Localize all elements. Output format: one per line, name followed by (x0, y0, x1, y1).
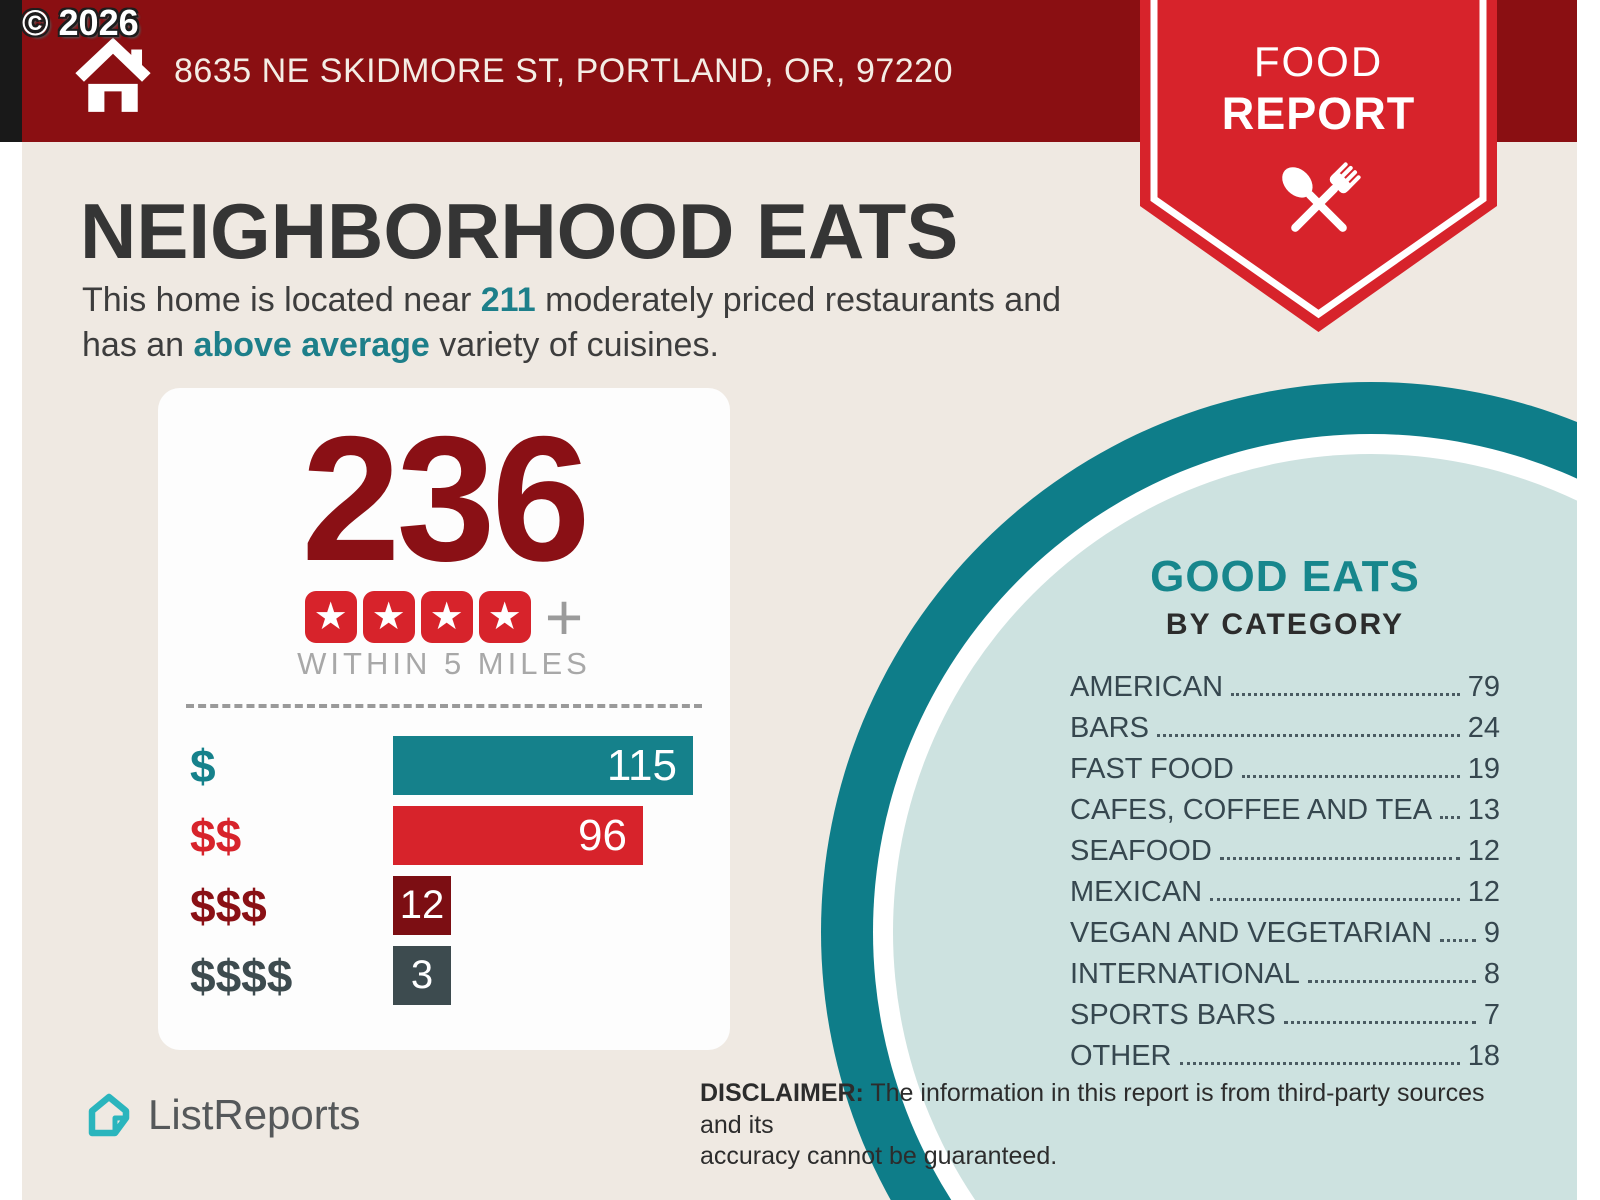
category-value: 13 (1467, 794, 1500, 826)
category-label: VEGAN AND VEGETARIAN (1070, 917, 1433, 949)
price-level-label: $$ (190, 809, 242, 862)
dotted-leader (1283, 1021, 1476, 1024)
price-bar: 115 (393, 736, 693, 795)
listreports-wordmark: ListReports (148, 1091, 361, 1138)
category-value: 12 (1467, 876, 1500, 908)
listreports-house-icon (88, 1093, 130, 1137)
price-level-label: $$$ (190, 879, 267, 932)
category-row: INTERNATIONAL 8 (1070, 958, 1500, 999)
star-icon: ★ (362, 591, 415, 643)
star-icon: ★ (304, 591, 357, 643)
star-rating: ★ ★ ★ ★ + (158, 584, 730, 650)
price-bar-value: 96 (578, 810, 627, 860)
spoon-fork-icon (1282, 162, 1361, 232)
badge-title-line1: FOOD (1253, 38, 1384, 85)
page-title: NEIGHBORHOOD EATS (80, 187, 959, 275)
price-bar-value: 12 (399, 883, 445, 927)
badge-title-line2: REPORT (1221, 88, 1416, 139)
good-eats-subtitle: BY CATEGORY (1165, 608, 1405, 641)
category-label: BARS (1070, 712, 1149, 744)
price-bar-row: $115 (158, 736, 730, 795)
price-bar: 3 (393, 946, 451, 1005)
good-eats-header: GOOD EATS BY CATEGORY (1070, 552, 1500, 642)
intro-text: has an (82, 325, 194, 364)
restaurant-count: 211 (480, 281, 536, 319)
dotted-leader (1179, 1062, 1460, 1065)
listreports-logo: ListReports (82, 1088, 360, 1142)
dotted-leader (1440, 816, 1460, 819)
price-bar-value: 115 (606, 740, 677, 790)
category-value: 19 (1467, 753, 1500, 785)
dotted-leader (1241, 775, 1460, 778)
category-value: 18 (1467, 1040, 1500, 1072)
badge-title: FOOD REPORT (1140, 38, 1497, 140)
category-row: BARS 24 (1070, 712, 1500, 753)
star-icon: ★ (478, 591, 531, 643)
dotted-leader (1210, 898, 1460, 901)
report-canvas: 8635 NE SKIDMORE ST, PORTLAND, OR, 97220… (22, 0, 1577, 1200)
badge-ribbon-shape (1140, 0, 1497, 332)
category-label: CAFES, COFFEE AND TEA (1070, 794, 1433, 826)
total-restaurants: 236 (301, 399, 591, 598)
category-row: CAFES, COFFEE AND TEA 13 (1070, 794, 1500, 835)
category-label: AMERICAN (1070, 671, 1224, 703)
category-label: FAST FOOD (1070, 753, 1234, 785)
star-icon: ★ (420, 591, 473, 643)
intro-text: This home is located near (82, 281, 481, 319)
variety-highlight: above average (193, 325, 430, 364)
disclaimer-line2: accuracy cannot be guaranteed. (700, 1142, 1058, 1170)
price-bar-row: $$$ 12 (158, 876, 730, 935)
left-edge-strip (0, 0, 22, 142)
good-eats-title: GOOD EATS (1150, 552, 1420, 601)
home-icon (75, 37, 151, 112)
intro-paragraph: This home is located near 211 moderately… (82, 278, 1112, 368)
restaurant-stats-card: 236 ★ ★ ★ ★ + WITHIN 5 MILES $115 $$ 96 $$$ 12 $$… (158, 388, 730, 1050)
price-bar: 12 (393, 876, 451, 935)
dotted-leader (1219, 857, 1460, 860)
category-list: AMERICAN 79 BARS 24 FAST FOOD 19 CAFES, COFFEE… (1070, 671, 1500, 1081)
price-level-label: $$$$ (190, 949, 293, 1002)
category-value: 24 (1467, 712, 1500, 744)
dotted-leader (1156, 734, 1460, 737)
category-row: AMERICAN 79 (1070, 671, 1500, 712)
copyright-watermark: © 2026 (22, 2, 139, 43)
category-row: VEGAN AND VEGETARIAN 9 (1070, 917, 1500, 958)
price-bar-row: $$ 96 (158, 806, 730, 865)
category-row: MEXICAN 12 (1070, 876, 1500, 917)
dotted-leader (1307, 980, 1476, 983)
category-row: FAST FOOD 19 (1070, 753, 1500, 794)
dotted-leader (1231, 693, 1460, 696)
category-label: SEAFOOD (1070, 835, 1212, 867)
disclaimer: DISCLAIMER: The information in this repo… (700, 1078, 1530, 1173)
category-label: OTHER (1070, 1040, 1172, 1072)
intro-text: moderately priced restaurants and (535, 281, 1062, 319)
category-row: SPORTS BARS 7 (1070, 999, 1500, 1040)
plus-icon: + (544, 580, 584, 654)
intro-text: variety of cuisines. (429, 325, 719, 364)
dashed-divider (186, 704, 702, 708)
dotted-leader (1440, 939, 1476, 942)
disclaimer-line1: The information in this report is from t… (700, 1079, 1485, 1139)
category-value: 7 (1483, 999, 1500, 1031)
price-bar-chart: $115 $$ 96 $$$ 12 $$$$ 3 (158, 736, 730, 1016)
category-label: MEXICAN (1070, 876, 1203, 908)
price-level-label: $ (190, 739, 216, 792)
category-row: OTHER 18 (1070, 1040, 1500, 1081)
category-row: SEAFOOD 12 (1070, 835, 1500, 876)
disclaimer-label: DISCLAIMER: (700, 1079, 864, 1107)
category-value: 8 (1483, 958, 1500, 990)
category-value: 12 (1467, 835, 1500, 867)
category-value: 79 (1467, 671, 1500, 703)
price-bar-value: 3 (410, 953, 434, 997)
price-bar-row: $$$$ 3 (158, 946, 730, 1005)
property-address: 8635 NE SKIDMORE ST, PORTLAND, OR, 97220 (174, 51, 953, 90)
price-bar: 96 (393, 806, 643, 865)
category-value: 9 (1483, 917, 1500, 949)
radius-label: WITHIN 5 MILES (297, 646, 591, 681)
food-report-badge: FOOD REPORT (1140, 0, 1497, 332)
category-label: SPORTS BARS (1070, 999, 1276, 1031)
category-label: INTERNATIONAL (1070, 958, 1300, 990)
